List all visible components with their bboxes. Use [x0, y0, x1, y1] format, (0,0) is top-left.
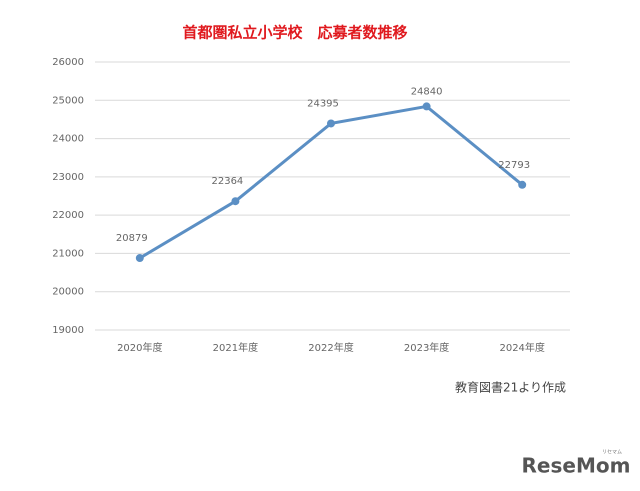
data-label: 24840	[411, 86, 443, 97]
y-tick-label: 19000	[52, 325, 84, 336]
x-tick-label: 2020年度	[117, 341, 162, 354]
y-tick-label: 24000	[52, 134, 84, 145]
line	[139, 104, 524, 260]
point	[422, 102, 431, 111]
x-tick-label: 2023年度	[404, 341, 449, 354]
y-tick-label: 25000	[52, 95, 84, 106]
y-tick-label: 21000	[52, 248, 84, 259]
logo: ReseMom	[522, 454, 631, 478]
x-tick-label: 2022年度	[308, 341, 353, 354]
logo-sub: リセマム	[602, 450, 622, 456]
source-note: 教育図書21より作成	[455, 380, 566, 395]
data-label: 20879	[116, 233, 148, 244]
point	[135, 254, 144, 263]
point	[327, 119, 335, 128]
data-label: 22364	[211, 176, 243, 187]
point	[231, 197, 240, 206]
data-label: 24395	[307, 98, 339, 109]
y-tick-label: 22000	[52, 210, 84, 221]
y-tick-label: 26000	[52, 57, 84, 68]
data-label: 22793	[498, 160, 530, 171]
y-tick-label: 23000	[52, 172, 84, 183]
x-tick-label: 2024年度	[499, 341, 544, 354]
point	[518, 180, 527, 189]
y-tick-label: 20000	[52, 287, 84, 298]
chart-title: 首都圏私立小学校 応募者数推移	[182, 24, 407, 42]
x-tick-label: 2021年度	[213, 341, 258, 354]
